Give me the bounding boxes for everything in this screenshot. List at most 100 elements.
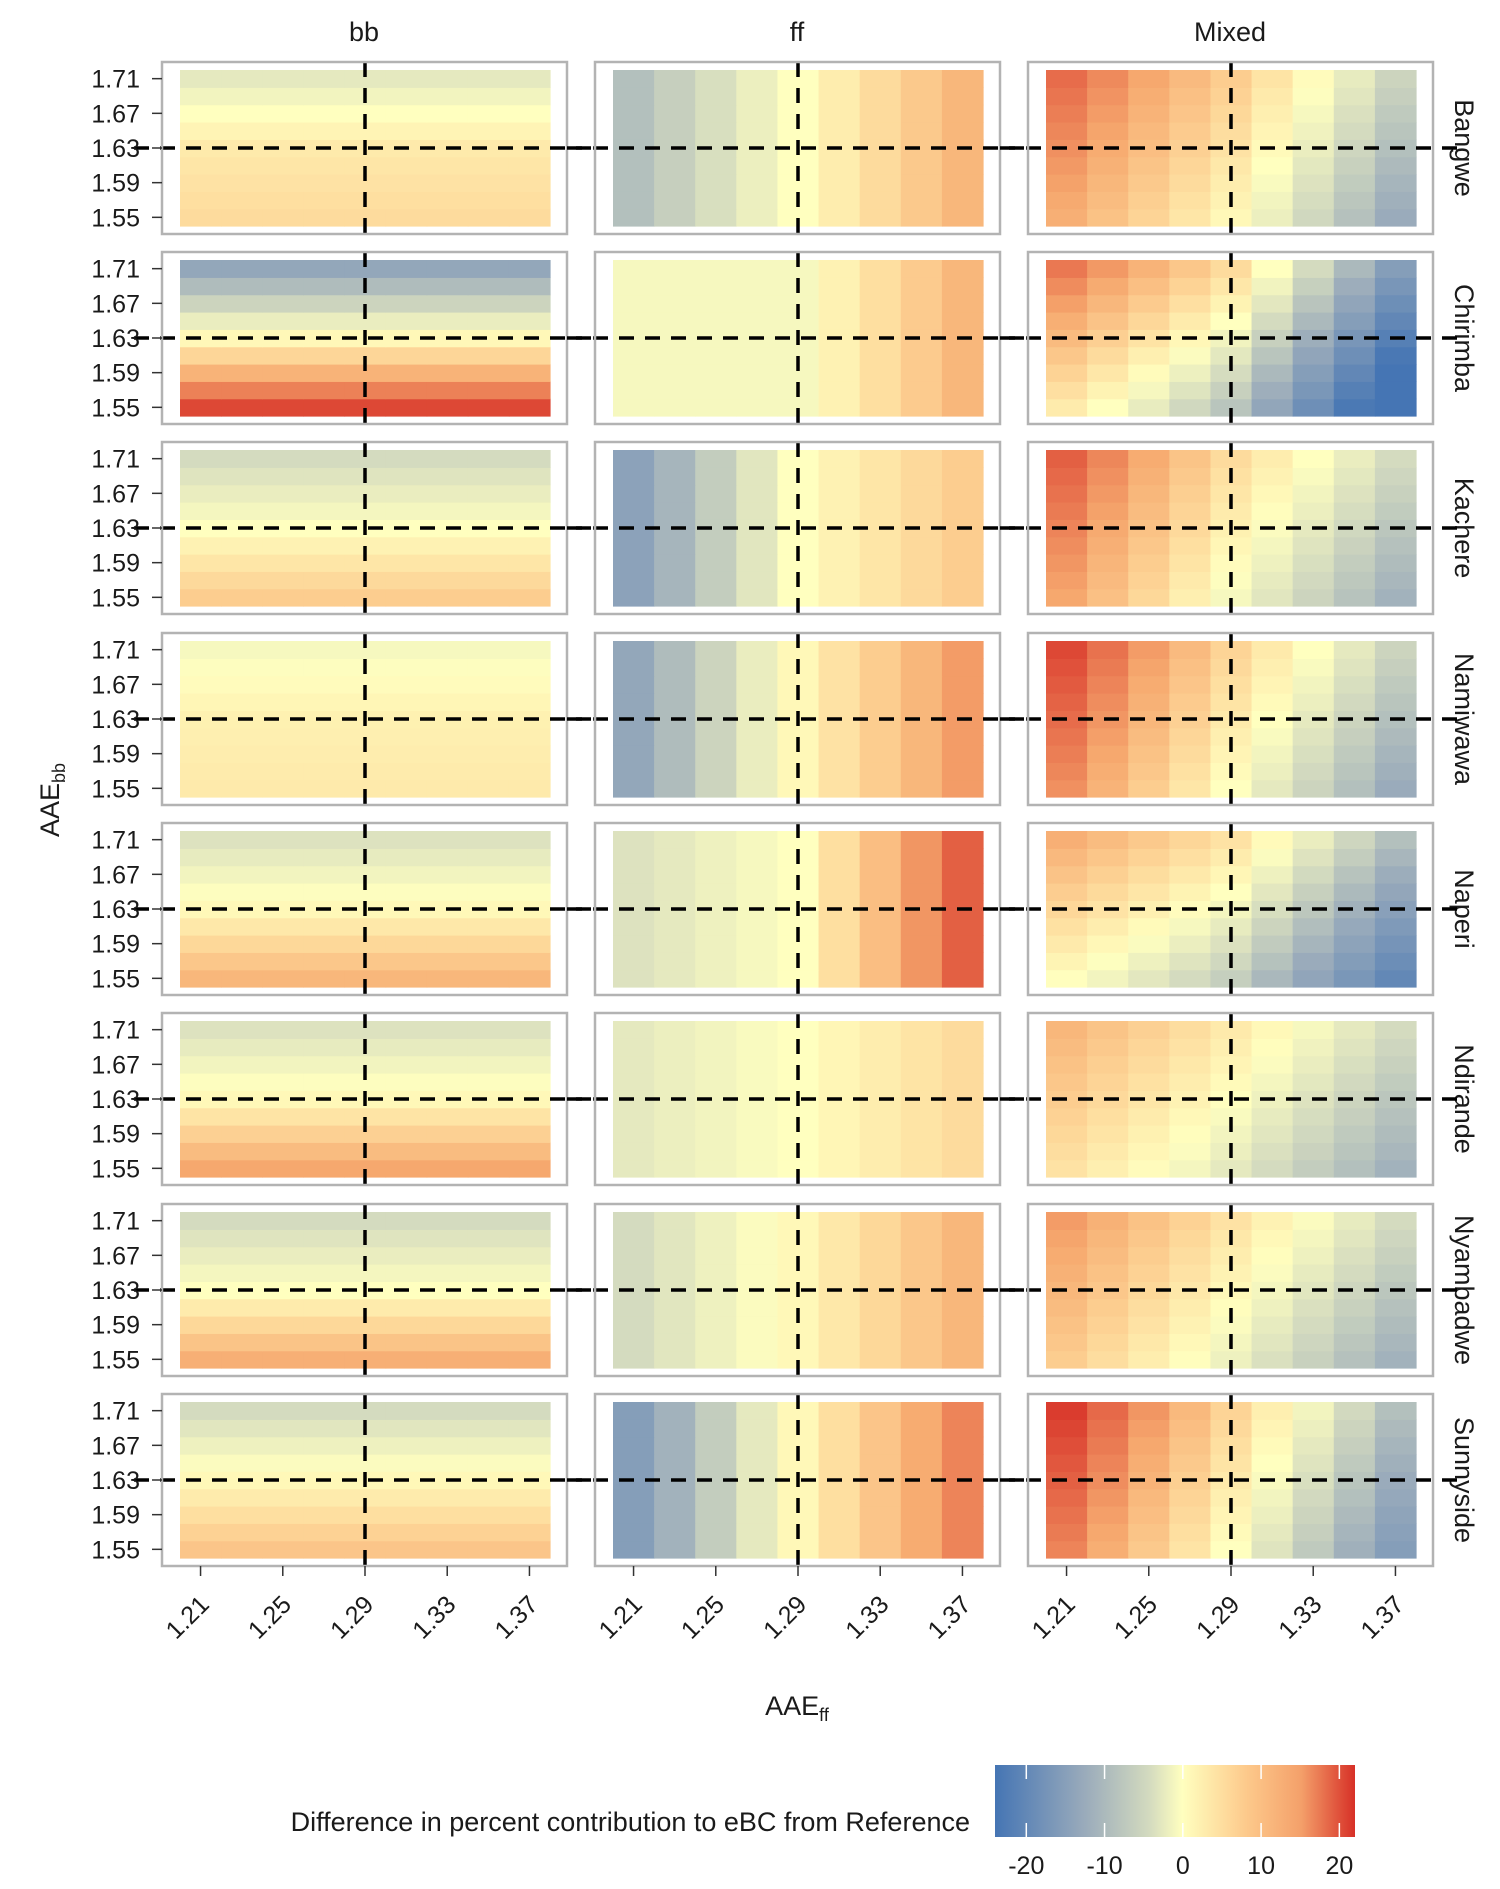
heatmap-cell: [818, 1229, 861, 1248]
heatmap-cell: [262, 1038, 304, 1057]
heatmap-cell: [426, 1454, 469, 1472]
heatmap-cell: [654, 277, 696, 296]
heatmap-cell: [1251, 1523, 1294, 1542]
heatmap-cell: [1169, 1142, 1212, 1161]
heatmap-cell: [1292, 174, 1335, 192]
heatmap-cell: [262, 588, 304, 607]
y-tick-label: 1.71: [91, 827, 140, 855]
heatmap-cell: [941, 346, 984, 365]
heatmap-cell: [1251, 1316, 1294, 1334]
heatmap-cell: [818, 364, 861, 382]
heatmap-cell: [695, 1159, 737, 1178]
heatmap-cell: [777, 346, 820, 365]
heatmap-cell: [467, 104, 510, 123]
heatmap-cell: [736, 865, 779, 884]
legend-ticks: -20 -10 0 10 20: [1008, 1765, 1353, 1880]
heatmap-cell: [695, 1073, 737, 1091]
heatmap-cell: [1374, 1055, 1417, 1074]
heatmap-cell: [941, 364, 984, 382]
heatmap-cell: [1046, 693, 1088, 711]
heatmap-cell: [467, 174, 510, 192]
heatmap-cell: [1087, 1506, 1129, 1524]
heatmap-cell: [859, 935, 902, 953]
heatmap-cell: [1251, 1454, 1294, 1472]
heatmap-cell: [467, 139, 510, 158]
heatmap-cell: [1251, 675, 1294, 694]
heatmap-cell: [1046, 935, 1088, 953]
heatmap-cell: [654, 1038, 696, 1057]
heatmap-cell: [303, 191, 346, 210]
heatmap-cell: [613, 70, 655, 88]
heatmap-cell: [344, 917, 387, 936]
heatmap-cell: [1046, 1212, 1088, 1230]
heatmap-cell: [303, 1073, 346, 1091]
heatmap-cell: [654, 1159, 696, 1178]
heatmap-cell: [385, 745, 428, 763]
heatmap-cell: [467, 865, 510, 884]
heatmap-cell: [467, 952, 510, 971]
heatmap-cell: [467, 1540, 510, 1559]
heatmap-cell: [613, 693, 655, 711]
heatmap-cell: [654, 1350, 696, 1369]
heatmap-cell: [1128, 762, 1170, 781]
heatmap-cell: [818, 554, 861, 572]
heatmap-cell: [385, 1523, 428, 1542]
heatmap-cell: [180, 536, 222, 555]
heatmap-cell: [180, 156, 222, 175]
heatmap-cell: [467, 1021, 510, 1039]
heatmap-cell: [818, 1402, 861, 1420]
heatmap-cell: [180, 779, 222, 798]
panel-border: [1026, 60, 1435, 236]
heatmap-cell: [467, 1523, 510, 1542]
y-tick-label: 1.55: [91, 394, 140, 422]
y-tick-label: 1.71: [91, 1208, 140, 1236]
heatmap-cell: [1333, 935, 1376, 953]
heatmap-cell: [303, 588, 346, 607]
heatmap-cell: [180, 658, 222, 677]
heatmap-cell: [1128, 675, 1170, 694]
heatmap-cell: [941, 450, 984, 468]
heatmap-cell: [262, 260, 304, 278]
heatmap-cell: [1087, 484, 1129, 503]
heatmap-cell: [426, 70, 469, 88]
heatmap-cell: [1210, 312, 1253, 330]
heatmap-cell: [385, 277, 428, 296]
heatmap-cell: [221, 104, 263, 123]
heatmap-cell: [900, 554, 943, 572]
heatmap-cell: [859, 467, 902, 486]
heatmap-cell: [695, 1436, 737, 1455]
heatmap-cell: [818, 312, 861, 330]
y-tick-label: 1.59: [91, 1502, 140, 1530]
heatmap-cell: [941, 848, 984, 867]
heatmap-cell: [736, 398, 779, 417]
heatmap-cell: [467, 1090, 510, 1109]
heatmap-cell: [1292, 1073, 1335, 1091]
heatmap-cell: [900, 346, 943, 365]
heatmap-cell: [1087, 1523, 1129, 1542]
heatmap-cell: [1251, 174, 1294, 192]
heatmap-cell: [467, 658, 510, 677]
heatmap-cell: [385, 1316, 428, 1334]
heatmap-cell: [467, 87, 510, 106]
heatmap-cell: [1251, 312, 1294, 330]
heatmap-cell: [777, 294, 820, 313]
heatmap-cell: [736, 1540, 779, 1559]
heatmap-cell: [508, 1038, 551, 1057]
heatmap-cell: [695, 104, 737, 123]
heatmap-cell: [1087, 745, 1129, 763]
heatmap-cell: [1374, 364, 1417, 382]
heatmap-cell: [303, 727, 346, 746]
heatmap-cell: [1374, 346, 1417, 365]
heatmap-cell: [941, 641, 984, 659]
heatmap-cell: [1374, 1298, 1417, 1317]
heatmap-cell: [654, 381, 696, 400]
heatmap-cell: [221, 467, 263, 486]
heatmap-cell: [900, 536, 943, 555]
heatmap-cell: [941, 1523, 984, 1542]
heatmap-cell: [426, 1298, 469, 1317]
heatmap-cell: [900, 467, 943, 486]
heatmap-cell: [654, 883, 696, 901]
heatmap-cell: [221, 848, 263, 867]
heatmap-cell: [818, 1246, 861, 1265]
heatmap-cell: [221, 779, 263, 798]
